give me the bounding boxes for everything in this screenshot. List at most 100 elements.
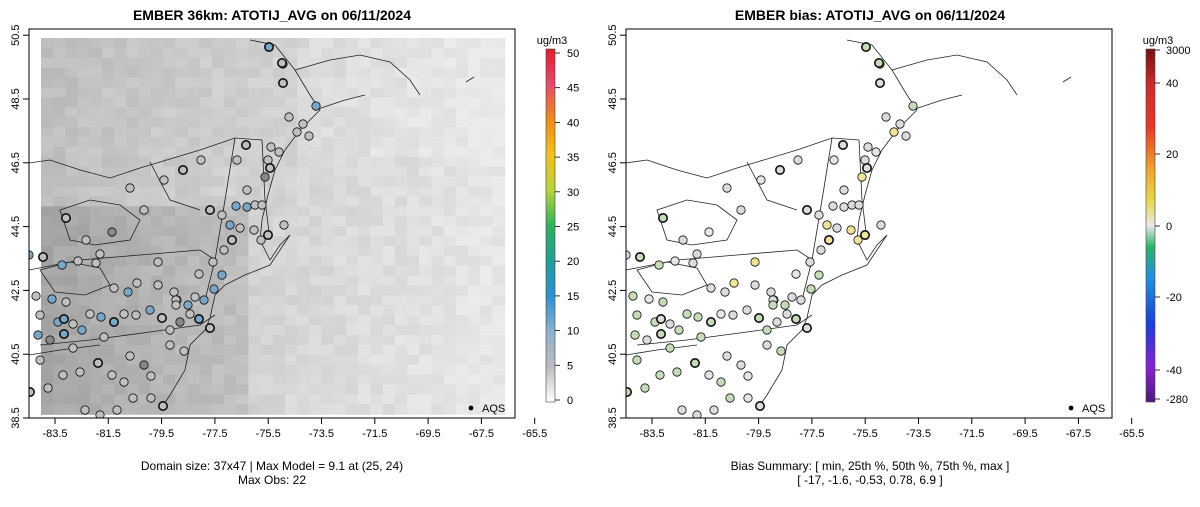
model-cell (346, 335, 359, 346)
model-cell (224, 354, 237, 366)
model-cell (333, 117, 347, 128)
model-cell (346, 255, 359, 267)
model-cell (407, 67, 420, 79)
model-cell (163, 67, 176, 79)
model-cell (297, 166, 310, 178)
model-cell (41, 107, 54, 118)
model-cell (346, 38, 359, 49)
model-cell (224, 176, 237, 188)
bias-point (801, 322, 812, 333)
model-cell (65, 265, 79, 277)
model-cell (65, 285, 79, 296)
model-cell (394, 236, 408, 247)
model-cell (126, 315, 140, 326)
model-cell (309, 196, 323, 207)
model-cell (114, 255, 127, 267)
model-cell (297, 335, 310, 346)
model-cell (236, 255, 249, 267)
model-cell (138, 364, 152, 376)
model-cell (285, 47, 298, 59)
model-cell (309, 226, 323, 237)
model-cell (468, 206, 481, 217)
bias-point (895, 119, 905, 129)
model-cell (102, 335, 115, 346)
model-cell (138, 354, 152, 366)
model-cell (333, 176, 347, 188)
model-cell (126, 57, 140, 69)
model-cell (358, 245, 371, 257)
bias-point (754, 400, 765, 411)
colorbar-tick-label: 20 (567, 256, 579, 268)
model-cell (248, 57, 262, 69)
model-cell (126, 186, 140, 197)
model-cell (419, 127, 432, 138)
model-cell (285, 57, 298, 69)
model-cell (138, 265, 152, 277)
model-cell (370, 255, 384, 267)
model-cell (382, 156, 396, 168)
model-cell (333, 394, 347, 405)
model-cell (431, 285, 445, 296)
model-cell (175, 305, 188, 316)
model-cell (455, 97, 469, 108)
model-cell (236, 117, 249, 128)
model-cell (260, 186, 274, 197)
obs-point (60, 213, 71, 224)
model-cell (187, 166, 201, 178)
obs-point (131, 310, 141, 320)
model-cell (309, 315, 323, 326)
model-cell (346, 325, 359, 336)
model-cell (89, 117, 103, 128)
model-cell (211, 67, 225, 79)
model-cell (394, 107, 408, 118)
model-cell (102, 47, 115, 59)
model-cell (346, 216, 359, 227)
model-cell (480, 275, 493, 287)
border-line (746, 161, 798, 211)
model-cell (150, 146, 164, 158)
model-cell (382, 146, 396, 158)
model-cell (163, 265, 176, 277)
bias-point (655, 313, 666, 324)
model-cell (211, 275, 225, 287)
obs-point (311, 101, 321, 111)
model-cell (248, 245, 262, 257)
model-cell (150, 77, 164, 89)
model-cell (272, 374, 286, 386)
model-cell (309, 335, 323, 346)
model-cell (468, 186, 481, 197)
model-cell (260, 176, 274, 188)
model-cell (163, 57, 176, 69)
model-cell (260, 216, 274, 227)
model-cell (41, 206, 54, 217)
model-cell (346, 394, 359, 405)
model-cell (41, 77, 54, 89)
model-cell (468, 137, 481, 148)
obs-point (95, 410, 105, 418)
obs-point (123, 287, 133, 297)
model-cell (53, 127, 66, 138)
model-cell (480, 315, 493, 326)
x-tick-label: -75.5 (853, 428, 878, 440)
model-cell (260, 325, 274, 336)
model-cell (224, 394, 237, 405)
model-cell (248, 255, 262, 267)
border-line (261, 139, 271, 241)
model-cell (150, 47, 164, 59)
model-cell (248, 206, 262, 217)
model-cell (468, 87, 481, 98)
obs-point (227, 235, 238, 246)
model-cell (211, 325, 225, 336)
coastline (911, 94, 963, 111)
model-cell (346, 156, 359, 168)
model-cell (211, 265, 225, 277)
model-cell (431, 374, 445, 386)
model-cell (480, 38, 493, 49)
model-cell (163, 374, 176, 386)
bias-point (790, 313, 801, 324)
bias-point (725, 393, 735, 403)
model-cell (297, 67, 310, 79)
model-cell (297, 404, 310, 415)
model-cell (382, 107, 396, 118)
model-cell (150, 354, 164, 366)
